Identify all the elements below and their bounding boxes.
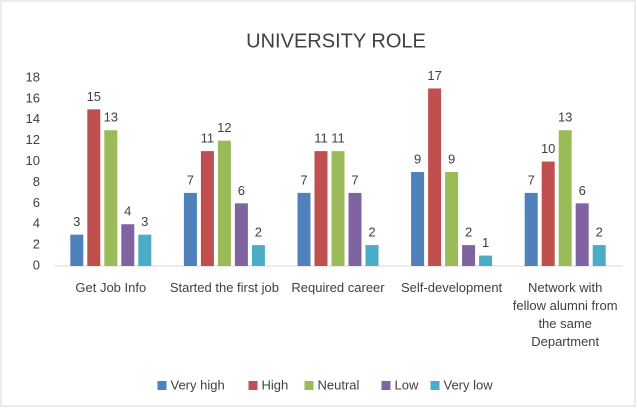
legend-label: Neutral: [318, 377, 360, 392]
legend-swatch: [304, 381, 314, 390]
bar: [592, 245, 606, 266]
legend-label: Very low: [444, 377, 494, 392]
data-label: 2: [368, 225, 375, 240]
data-label: 9: [448, 151, 455, 166]
data-label: 9: [414, 151, 421, 166]
data-label: 3: [73, 214, 80, 229]
data-label: 11: [331, 131, 345, 146]
bar: [575, 203, 589, 266]
data-label: 15: [87, 89, 101, 104]
bar: [251, 245, 265, 266]
data-label: 2: [596, 225, 603, 240]
chart-title: UNIVERSITY ROLE: [246, 30, 426, 52]
bar: [462, 245, 476, 266]
data-label: 3: [141, 214, 148, 229]
bar: [541, 161, 555, 266]
data-label: 7: [351, 172, 358, 187]
legend-label: High: [262, 377, 289, 392]
data-label: 10: [541, 141, 555, 156]
data-label: 2: [465, 225, 472, 240]
legend-label: Low: [395, 377, 419, 392]
data-label: 12: [217, 120, 231, 135]
bar: [217, 140, 231, 266]
data-label: 6: [579, 183, 586, 198]
bar: [183, 192, 197, 266]
x-tick-label: Self-development: [401, 280, 503, 295]
y-tick-label: 18: [26, 69, 40, 84]
bar: [297, 192, 311, 266]
bar: [348, 192, 362, 266]
bar: [121, 224, 135, 266]
bar: [411, 172, 425, 266]
data-label: 13: [104, 110, 118, 125]
bar: [558, 130, 572, 266]
bar: [234, 203, 248, 266]
data-label: 17: [427, 68, 441, 83]
y-tick-label: 16: [26, 90, 40, 105]
bar: [445, 172, 459, 266]
bar: [200, 151, 214, 266]
data-label: 1: [482, 235, 489, 250]
y-tick-label: 4: [33, 216, 40, 231]
bar: [87, 109, 101, 266]
y-tick-label: 14: [26, 111, 40, 126]
bar: [314, 151, 328, 266]
data-label: 7: [300, 172, 307, 187]
data-label: 11: [314, 131, 328, 146]
bar: [331, 151, 345, 266]
data-label: 2: [255, 225, 262, 240]
data-label: 6: [238, 183, 245, 198]
data-label: 11: [201, 131, 215, 146]
x-tick-label: Required career: [291, 280, 385, 295]
x-tick-label: Network with fellow alumni from the same…: [512, 280, 618, 349]
data-label: 4: [124, 204, 131, 219]
legend-label: Very high: [171, 377, 225, 392]
data-label: 13: [558, 110, 572, 125]
bar: [479, 255, 493, 266]
bar: [428, 88, 442, 266]
x-tick-label: Get Job Info: [75, 280, 147, 295]
legend-swatch: [248, 381, 258, 390]
data-label: 7: [187, 172, 194, 187]
y-tick-label: 12: [26, 132, 40, 147]
legend-swatch: [157, 381, 167, 390]
legend-swatch: [430, 381, 440, 390]
x-tick-label: Started the first job: [169, 280, 279, 295]
data-label: 7: [528, 172, 535, 187]
y-tick-label: 6: [33, 195, 40, 210]
legend-swatch: [381, 381, 391, 390]
bar: [104, 130, 118, 266]
bar: [70, 234, 84, 266]
bar: [365, 245, 379, 266]
y-tick-label: 8: [33, 174, 40, 189]
bar: [524, 192, 538, 266]
bar: [138, 234, 152, 266]
y-tick-label: 2: [33, 237, 40, 252]
y-tick-label: 10: [26, 153, 40, 168]
y-tick-label: 0: [33, 257, 40, 272]
